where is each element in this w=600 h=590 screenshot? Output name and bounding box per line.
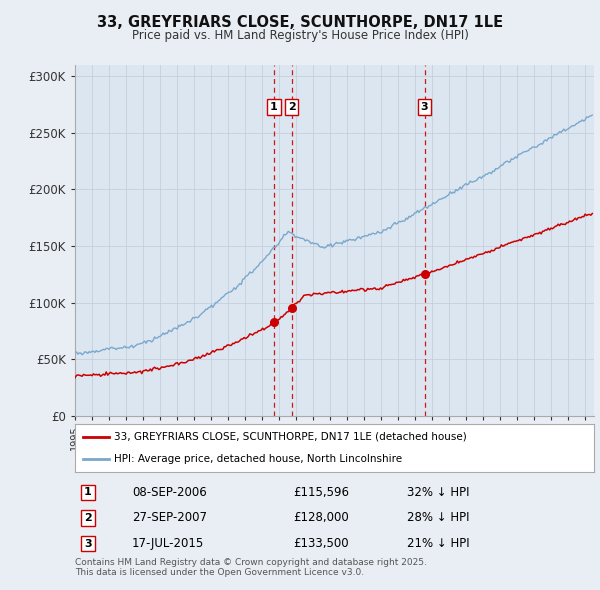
Text: £115,596: £115,596 (293, 486, 349, 499)
Text: 1: 1 (84, 487, 92, 497)
Text: £133,500: £133,500 (293, 537, 349, 550)
Text: 27-SEP-2007: 27-SEP-2007 (132, 512, 207, 525)
Text: 28% ↓ HPI: 28% ↓ HPI (407, 512, 470, 525)
Text: HPI: Average price, detached house, North Lincolnshire: HPI: Average price, detached house, Nort… (114, 454, 402, 464)
Text: 32% ↓ HPI: 32% ↓ HPI (407, 486, 470, 499)
Text: Price paid vs. HM Land Registry's House Price Index (HPI): Price paid vs. HM Land Registry's House … (131, 30, 469, 42)
Text: 17-JUL-2015: 17-JUL-2015 (132, 537, 205, 550)
Text: Contains HM Land Registry data © Crown copyright and database right 2025.
This d: Contains HM Land Registry data © Crown c… (75, 558, 427, 577)
Text: £128,000: £128,000 (293, 512, 349, 525)
Text: 3: 3 (84, 539, 92, 549)
Text: 21% ↓ HPI: 21% ↓ HPI (407, 537, 470, 550)
Text: 1: 1 (270, 102, 278, 112)
Text: 33, GREYFRIARS CLOSE, SCUNTHORPE, DN17 1LE (detached house): 33, GREYFRIARS CLOSE, SCUNTHORPE, DN17 1… (114, 432, 467, 442)
Text: 08-SEP-2006: 08-SEP-2006 (132, 486, 207, 499)
Text: 33, GREYFRIARS CLOSE, SCUNTHORPE, DN17 1LE: 33, GREYFRIARS CLOSE, SCUNTHORPE, DN17 1… (97, 15, 503, 30)
Text: 3: 3 (421, 102, 428, 112)
Text: 2: 2 (84, 513, 92, 523)
Text: 2: 2 (288, 102, 296, 112)
